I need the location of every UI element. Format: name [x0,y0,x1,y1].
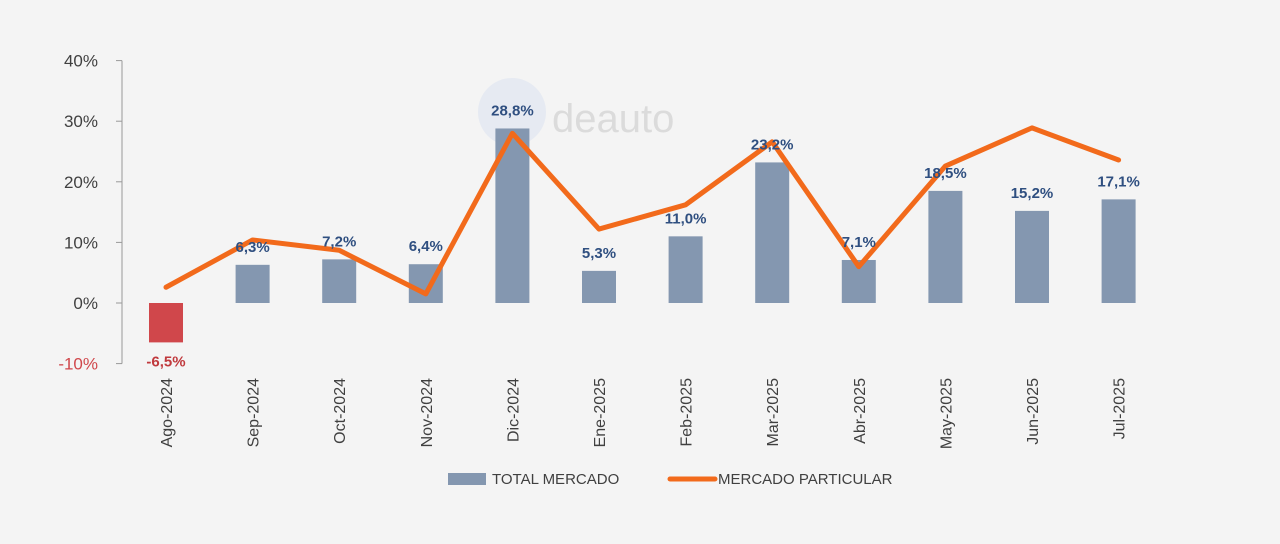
bar-Feb-2025 [668,236,703,303]
x-tick-label: Sep-2024 [246,378,263,447]
x-tick-label: Dic-2024 [505,378,522,442]
data-label: 7,1% [842,234,876,251]
y-tick-label: 20% [64,173,98,192]
y-tick-label: 30% [64,112,98,131]
x-tick-label: Nov-2024 [419,378,436,447]
x-tick-label: Oct-2024 [332,378,349,444]
line-mercado-particular [163,125,1122,297]
bar-Jun-2025 [1015,210,1049,303]
legend-swatch-total-mercado [448,473,486,485]
data-label: 18,5% [924,165,967,182]
x-tick-label: Feb-2025 [679,378,696,447]
x-tick-label: Abr-2025 [852,378,869,444]
data-label: -6,5% [146,353,185,370]
y-tick-label: 10% [64,233,98,252]
bar-Oct-2024 [322,259,357,303]
y-tick-label: 40% [64,52,98,71]
bar-Ene-2025 [582,270,616,303]
legend-label-total-mercado: TOTAL MERCADO [492,471,619,488]
data-label: 15,2% [1011,185,1054,202]
data-label: 23,2% [751,136,794,153]
y-tick-label: -10% [58,355,98,374]
data-label: 6,4% [409,238,443,255]
x-tick-label: Ago-2024 [159,378,176,447]
x-tick-label: Jul-2025 [1112,378,1129,439]
bar-Jul-2025 [1101,199,1136,303]
x-tick-label: May-2025 [938,378,955,449]
bar-Sep-2024 [235,264,270,303]
data-label: 6,3% [235,239,269,256]
bar-Ago-2024 [149,303,183,343]
x-tick-label: Mar-2025 [765,378,782,447]
data-label: 17,1% [1097,173,1140,190]
bar-Mar-2025 [755,162,790,303]
data-label: 28,8% [491,102,534,119]
x-tick-label: Jun-2025 [1025,378,1042,445]
bar-May-2025 [928,190,963,303]
data-label: 11,0% [665,210,707,227]
x-tick-label: Ene-2025 [592,378,609,447]
watermark-logo: deauto [552,97,674,141]
legend-label-mercado-particular: MERCADO PARTICULAR [718,471,893,488]
y-tick-label: 0% [73,294,98,313]
data-label: 5,3% [582,245,616,262]
data-label: 7,2% [322,233,356,250]
